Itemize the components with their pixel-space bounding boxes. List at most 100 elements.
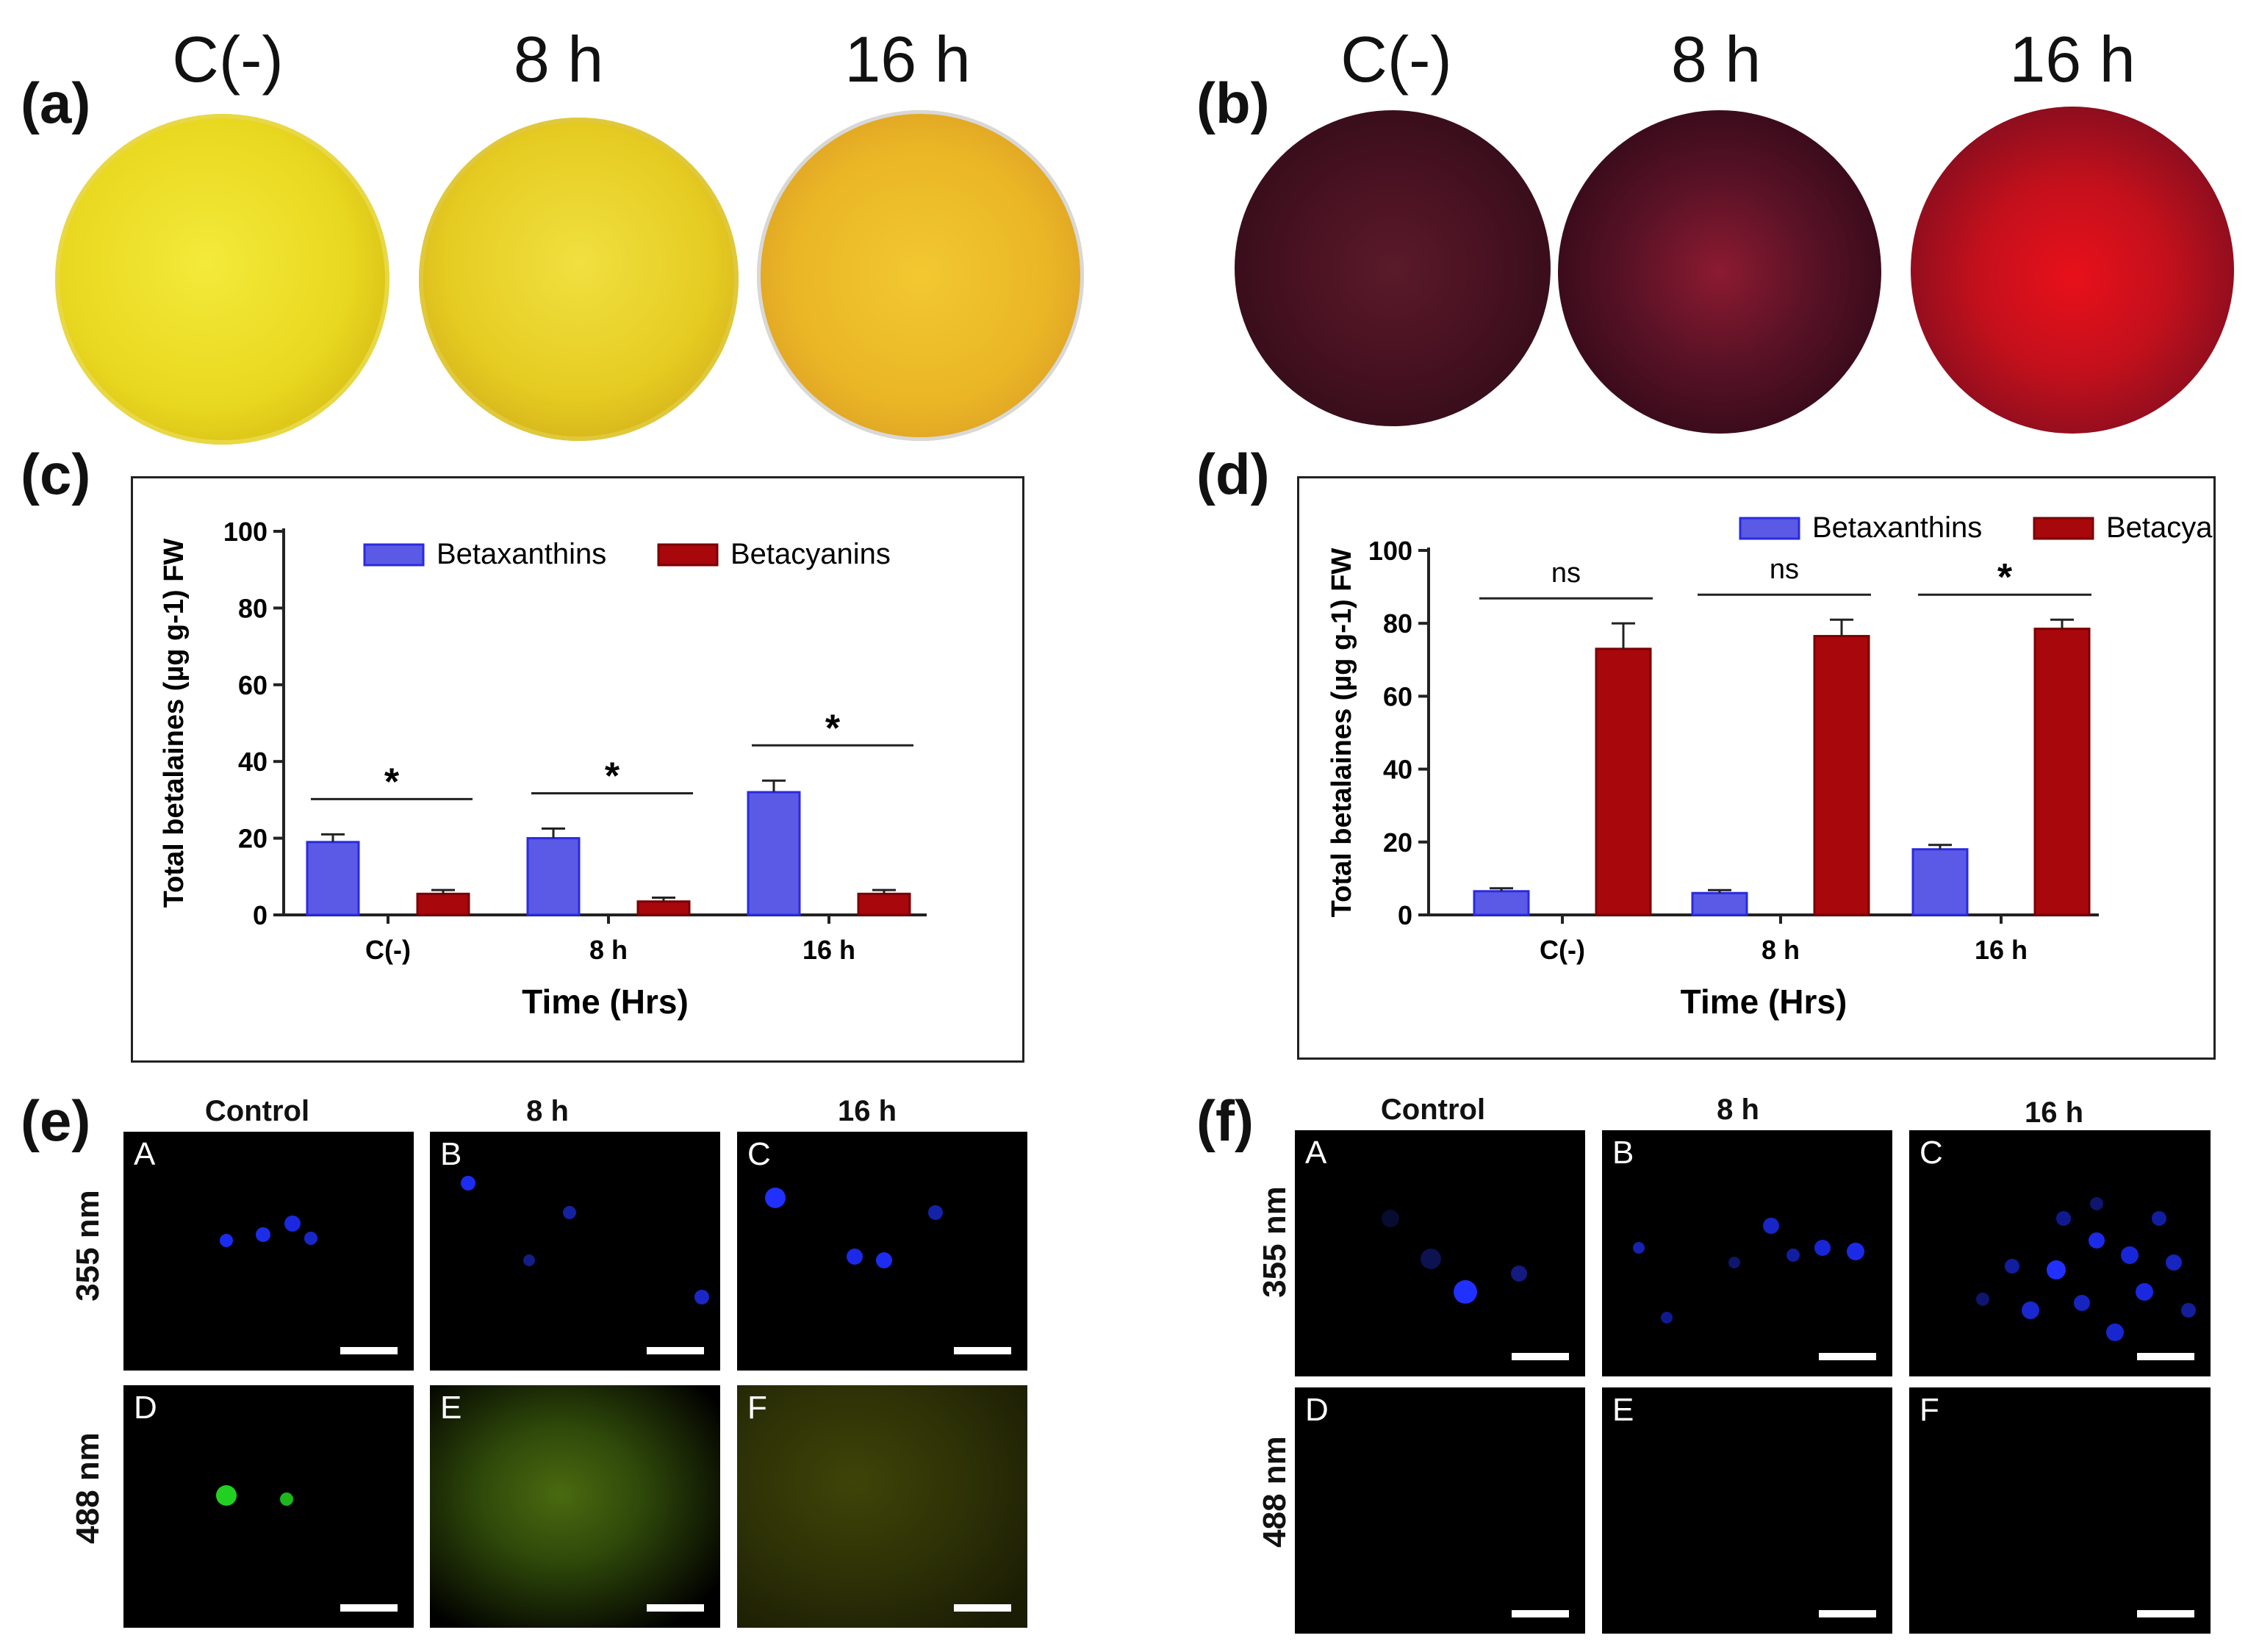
scale-bar — [647, 1347, 704, 1354]
panel-f-row2: 488 nm — [1257, 1436, 1293, 1548]
scale-bar — [1512, 1353, 1569, 1360]
legend-swatch-betacyanins — [2033, 517, 2094, 540]
y-tick-label: 80 — [238, 593, 267, 623]
y-tick-label: 40 — [238, 747, 267, 777]
petri-dish-yellow-control — [55, 114, 389, 445]
petri-dish-yellow-8h — [419, 118, 739, 441]
bar-betaxanthins-2 — [526, 837, 581, 916]
micro-f-F: F — [1909, 1387, 2211, 1634]
micro-e-B: B — [430, 1132, 720, 1371]
cells — [1633, 1218, 1864, 1324]
chart-c: 0 20 40 60 80 100 Total betalaines (µg g-1) FW… — [159, 517, 927, 1021]
y-axis-label: Total betalaines (µg g-1) FW — [159, 539, 190, 908]
scale-bar — [340, 1347, 398, 1354]
y-tick-label: 60 — [1383, 681, 1412, 711]
significance-label: * — [1997, 556, 2013, 599]
cells — [1382, 1210, 1527, 1304]
micro-f-E: E — [1602, 1387, 1892, 1634]
petri-dish-red-16h — [1911, 107, 2234, 434]
x-tick-label: 16 h — [802, 935, 855, 965]
panel-a-col3: 16 h — [844, 23, 971, 96]
cells — [1976, 1197, 2196, 1341]
scale-bar — [954, 1347, 1011, 1354]
cells — [216, 1485, 293, 1506]
tile-letter: D — [1305, 1392, 1329, 1428]
micro-e-C: C — [737, 1132, 1027, 1371]
petri-dish-red-control — [1235, 110, 1551, 426]
scale-bar — [2137, 1610, 2194, 1617]
legend-label-betaxanthins: Betaxanthins — [437, 538, 606, 570]
chart-d-frame: 0 20 40 60 80 100 Total betalaines (µg g-1) FW… — [1297, 476, 2248, 1060]
tile-letter: F — [1920, 1392, 1939, 1428]
chart-c-frame: 0 20 40 60 80 100 Total betalaines (µg g-1) FW… — [131, 476, 1024, 1063]
panel-e-col3: 16 h — [837, 1095, 897, 1127]
tile-letter: A — [134, 1136, 156, 1172]
x-tick-label: C(-) — [365, 935, 411, 965]
y-tick-label: 40 — [1383, 755, 1412, 785]
micro-f-B: B — [1602, 1130, 1892, 1376]
scale-bar — [2137, 1353, 2194, 1360]
tile-letter: F — [747, 1390, 767, 1426]
bar-betaxanthins-2 — [1691, 891, 1748, 916]
significance-label: ns — [1770, 554, 1799, 585]
petri-dish-yellow-16h — [757, 110, 1084, 441]
panel-a-col1: C(-) — [172, 23, 284, 96]
scale-bar — [1819, 1353, 1876, 1360]
tile-letter: A — [1305, 1135, 1327, 1171]
panel-a-col2: 8 h — [513, 23, 604, 96]
panel-c-label: (c) — [21, 442, 91, 506]
micro-e-E: E — [430, 1385, 720, 1628]
micro-f-A: A — [1295, 1130, 1585, 1376]
panel-b-label: (b) — [1196, 71, 1270, 135]
scale-bar — [647, 1604, 704, 1612]
x-tick-label: C(-) — [1540, 935, 1585, 965]
micro-e-F: F — [737, 1385, 1027, 1628]
y-tick-label: 60 — [238, 670, 267, 700]
y-tick-label: 100 — [1368, 536, 1412, 566]
x-tick-label: 8 h — [589, 935, 628, 965]
micro-e-D: D — [123, 1385, 414, 1628]
panel-f-label: (f) — [1196, 1088, 1254, 1153]
bar-betacyanins-1 — [1595, 647, 1652, 916]
panel-b-col3: 16 h — [2009, 23, 2136, 96]
panel-e-row2: 488 nm — [70, 1432, 106, 1544]
x-axis-label: Time (Hrs) — [1681, 983, 1847, 1021]
y-tick-label: 0 — [1398, 900, 1412, 930]
panel-f-col1: Control — [1380, 1093, 1486, 1126]
chart-d: 0 20 40 60 80 100 Total betalaines (µg g-1) FW… — [1326, 511, 2248, 1021]
legend-label-betacyanins: Betacyanins — [730, 538, 891, 570]
significance-label: ns — [1551, 558, 1581, 589]
tile-letter: C — [747, 1136, 771, 1172]
panel-e-col2: 8 h — [526, 1095, 569, 1127]
panel-f-col2: 8 h — [1717, 1093, 1759, 1126]
panel-b-col2: 8 h — [1670, 23, 1762, 96]
scale-bar — [340, 1604, 398, 1612]
petri-dish-red-8h — [1558, 110, 1881, 434]
y-tick-label: 80 — [1383, 608, 1412, 639]
legend-label-betaxanthins: Betaxanthins — [1812, 511, 1982, 544]
x-tick-label: 16 h — [1975, 935, 2028, 965]
tile-letter: B — [1612, 1135, 1634, 1171]
panel-e-row1: 355 nm — [70, 1190, 106, 1301]
cells — [220, 1215, 317, 1247]
micro-e-A: A — [123, 1132, 414, 1371]
panel-e-label: (e) — [21, 1088, 91, 1153]
legend-label-betacyanins: Betacyanins — [2106, 511, 2213, 544]
panel-f-col3: 16 h — [2024, 1096, 2084, 1129]
legend-swatch-betaxanthins — [1739, 517, 1800, 540]
tile-letter: D — [134, 1390, 157, 1426]
tile-letter: B — [440, 1136, 462, 1172]
tile-letter: E — [1612, 1392, 1634, 1428]
panel-e-col1: Control — [204, 1095, 310, 1127]
bar-betacyanins-2 — [1813, 635, 1870, 916]
y-tick-label: 100 — [223, 517, 267, 547]
scale-bar — [954, 1604, 1011, 1612]
panel-b-col1: C(-) — [1340, 23, 1452, 96]
x-tick-label: 8 h — [1762, 935, 1800, 965]
y-axis-label: Total betalaines (µg g-1) FW — [1326, 548, 1357, 918]
bar-betaxanthins-1 — [1473, 890, 1530, 916]
micro-f-C: C — [1909, 1130, 2211, 1376]
significance-label: * — [825, 707, 841, 750]
bar-betaxanthins-1 — [306, 841, 360, 916]
tile-letter: E — [440, 1390, 462, 1426]
